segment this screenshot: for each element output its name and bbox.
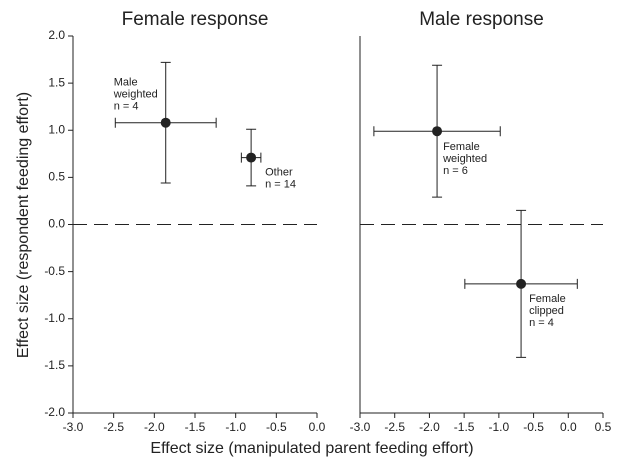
- annotation: Female: [529, 293, 566, 305]
- annotation: n = 4: [529, 317, 554, 329]
- y-axis-label: Effect size (respondent feeding effort): [15, 92, 32, 358]
- annotation: weighted: [113, 89, 158, 101]
- annotation: n = 4: [114, 101, 139, 113]
- point: [246, 152, 257, 163]
- x-tick-label: -2.5: [103, 420, 124, 434]
- x-tick-label: -1.0: [489, 420, 510, 434]
- point: [160, 117, 171, 128]
- y-tick-label: 0.5: [48, 170, 65, 184]
- point: [516, 278, 527, 289]
- y-tick-label: -1.5: [44, 358, 65, 372]
- annotation: clipped: [529, 305, 564, 317]
- panel-title: Male response: [419, 9, 544, 30]
- y-tick-label: -2.0: [44, 405, 65, 419]
- annotation: n = 6: [443, 165, 468, 177]
- x-tick-label: -3.0: [63, 420, 84, 434]
- y-tick-label: 2.0: [48, 28, 65, 42]
- x-tick-label: -1.5: [454, 420, 475, 434]
- x-tick-label: -3.0: [350, 420, 371, 434]
- x-tick-label: -2.0: [144, 420, 165, 434]
- x-tick-label: -1.0: [225, 420, 246, 434]
- annotation: weighted: [442, 153, 487, 165]
- y-tick-label: 0.0: [48, 217, 65, 231]
- y-tick-label: -0.5: [44, 264, 65, 278]
- x-tick-label: 0.5: [595, 420, 612, 434]
- y-tick-label: -1.0: [44, 311, 65, 325]
- x-tick-label: -1.5: [185, 420, 206, 434]
- x-tick-label: -2.0: [419, 420, 440, 434]
- annotation: Female: [443, 141, 480, 153]
- annotation: Male: [114, 77, 138, 89]
- y-tick-label: 1.5: [48, 75, 65, 89]
- annotation: n = 14: [265, 178, 296, 190]
- annotation: Other: [265, 166, 293, 178]
- x-tick-label: 0.0: [309, 420, 326, 434]
- x-tick-label: -0.5: [266, 420, 287, 434]
- point: [432, 126, 443, 137]
- panel-title: Female response: [122, 9, 269, 30]
- x-tick-label: 0.0: [560, 420, 577, 434]
- x-axis-label: Effect size (manipulated parent feeding …: [150, 440, 473, 457]
- x-tick-label: -0.5: [523, 420, 544, 434]
- x-tick-label: -2.5: [384, 420, 405, 434]
- y-tick-label: 1.0: [48, 122, 65, 136]
